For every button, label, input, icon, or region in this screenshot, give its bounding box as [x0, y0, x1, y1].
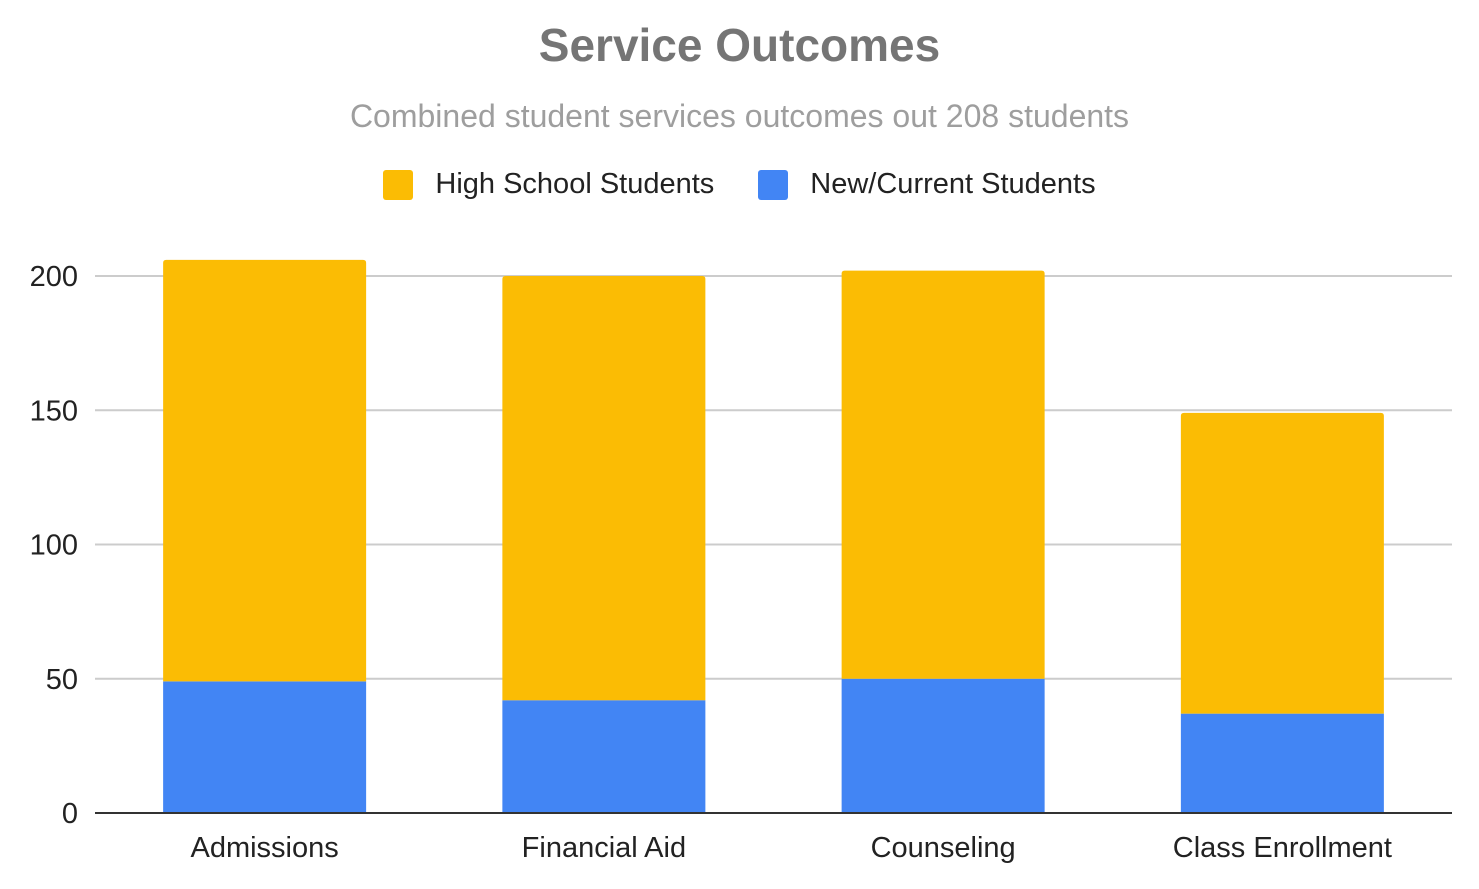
legend-item-high-school[interactable]: High School Students	[383, 168, 714, 201]
bar-segment[interactable]	[163, 681, 367, 813]
x-tick-label: Admissions	[190, 832, 338, 864]
y-tick-label: 200	[30, 261, 78, 293]
legend: High School Students New/Current Student…	[0, 168, 1479, 201]
legend-label-new-current: New/Current Students	[810, 168, 1096, 200]
bar-segment[interactable]	[502, 276, 706, 701]
bar-segment[interactable]	[841, 678, 1045, 813]
legend-item-new-current[interactable]: New/Current Students	[758, 168, 1096, 201]
x-tick-label: Financial Aid	[522, 832, 686, 864]
bar-segment[interactable]	[1180, 412, 1384, 714]
legend-label-high-school: High School Students	[435, 168, 715, 200]
x-tick-label: Counseling	[871, 832, 1016, 864]
x-tick-label: Class Enrollment	[1173, 832, 1392, 864]
bar-segment[interactable]	[502, 700, 706, 813]
chart-title: Service Outcomes	[538, 19, 941, 71]
bar-segment[interactable]	[1180, 713, 1384, 813]
y-tick-label: 50	[46, 664, 78, 696]
chart-subtitle: Combined student services outcomes out 2…	[349, 98, 1130, 134]
bar-segment[interactable]	[841, 270, 1045, 679]
bar-segment[interactable]	[163, 259, 367, 682]
y-tick-label: 100	[30, 530, 78, 562]
legend-swatch-new-current	[758, 169, 789, 200]
y-tick-label: 150	[30, 395, 78, 427]
y-tick-label: 0	[62, 798, 78, 830]
legend-swatch-high-school	[383, 169, 414, 200]
